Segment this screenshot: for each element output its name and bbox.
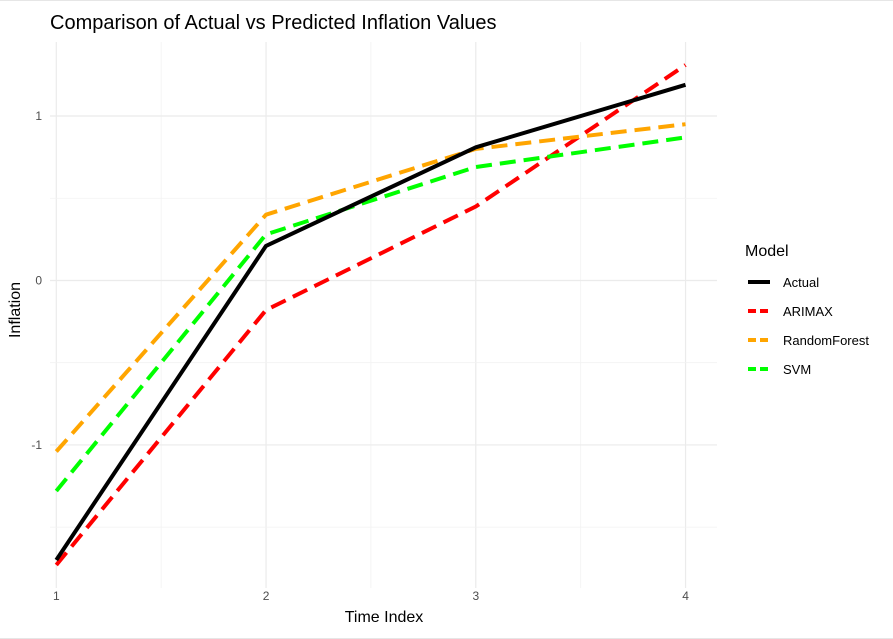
series-line-actual bbox=[54, 82, 687, 562]
grid bbox=[50, 42, 717, 588]
x-tick-labels: 1 2 3 4 bbox=[53, 589, 689, 603]
chart-title: Comparison of Actual vs Predicted Inflat… bbox=[50, 12, 497, 34]
legend: Model Actual ARIMAX RandomForest SVM bbox=[745, 243, 869, 377]
y-tick-labels: -1 0 1 bbox=[31, 109, 42, 452]
y-tick-label: -1 bbox=[31, 438, 42, 452]
series-line-arimax bbox=[54, 63, 687, 567]
legend-label-arimax: ARIMAX bbox=[783, 304, 833, 319]
series-line-svm bbox=[54, 135, 686, 493]
legend-label-actual: Actual bbox=[783, 275, 819, 290]
legend-title: Model bbox=[745, 243, 789, 260]
legend-label-svm: SVM bbox=[783, 362, 811, 377]
y-tick-label: 0 bbox=[35, 273, 42, 287]
x-tick-label: 3 bbox=[472, 589, 479, 603]
y-axis-title: Inflation bbox=[7, 282, 24, 338]
x-axis-title: Time Index bbox=[345, 609, 424, 626]
y-tick-label: 1 bbox=[35, 109, 42, 123]
legend-items: Actual ARIMAX RandomForest SVM bbox=[748, 275, 869, 377]
legend-label-randomforest: RandomForest bbox=[783, 333, 869, 348]
series-line-randomforest bbox=[54, 122, 686, 453]
x-tick-label: 4 bbox=[682, 589, 689, 603]
x-tick-label: 2 bbox=[263, 589, 270, 603]
x-tick-label: 1 bbox=[53, 589, 60, 603]
series-lines bbox=[54, 63, 687, 567]
